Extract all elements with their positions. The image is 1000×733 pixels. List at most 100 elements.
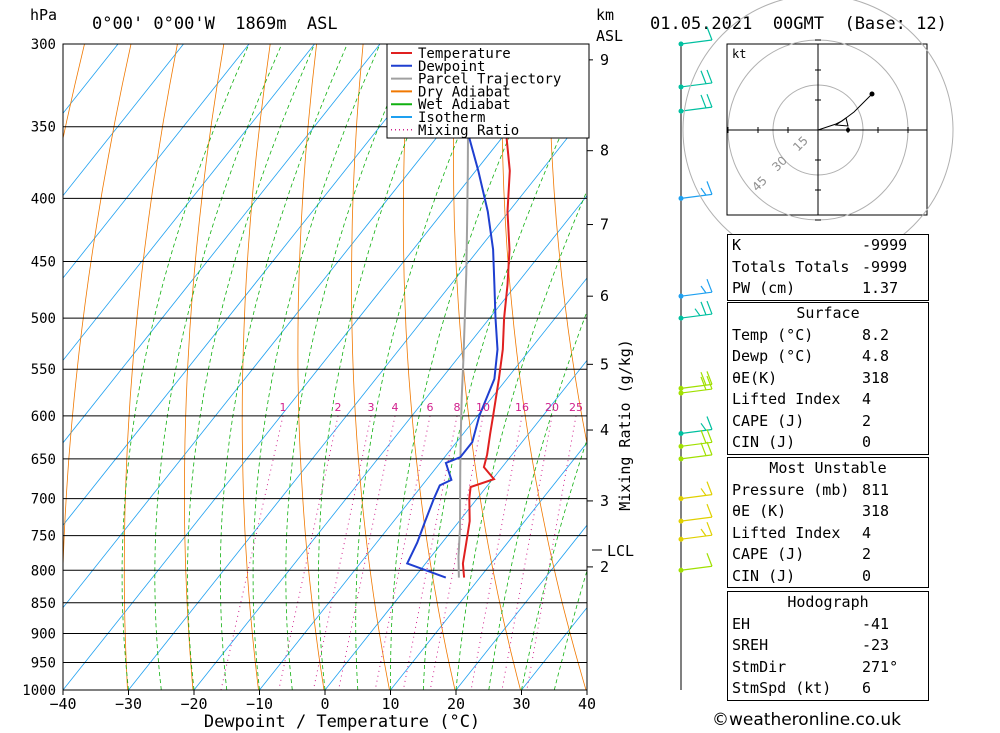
most-unstable-value: 2: [862, 545, 872, 563]
surface-row: Temp (°C) 8.2: [728, 325, 928, 347]
mixing-ratio-line: [220, 415, 284, 690]
credit-text: ©weatheronline.co.uk: [712, 710, 902, 730]
mixing-ratio-line: [278, 415, 339, 690]
mixing-ratio-line: [470, 415, 523, 690]
wind-barb-feather: [706, 375, 713, 390]
km-tick-label: 5: [600, 355, 609, 373]
wind-barb-feather: [700, 488, 707, 496]
km-tick-label: 7: [600, 216, 609, 234]
pressure-tick-label: 650: [31, 452, 56, 468]
pressure-tick-label: 850: [31, 596, 56, 612]
temp-tick-label: 10: [381, 695, 399, 713]
wet-adiabat-line: [318, 44, 446, 690]
mixing-ratio-line: [501, 415, 553, 690]
hodograph-param-row: SREH -23: [728, 635, 928, 657]
hodograph-param-label: StmDir: [732, 657, 787, 676]
isotherm-line: [193, 194, 587, 690]
temperature-series: [461, 44, 511, 578]
mixing-ratio-label: 10: [476, 401, 490, 414]
legend-label: Parcel Trajectory: [418, 72, 561, 88]
surface-value: 4.8: [862, 347, 890, 365]
temperature-axis: −40 −30 −20 −10 0 10 20 30 40: [49, 690, 596, 713]
wind-staff: [680, 383, 713, 389]
index-value: -9999: [862, 257, 908, 276]
surface-row: Dewp (°C) 4.8: [728, 346, 928, 368]
wind-barb-feather: [706, 416, 713, 430]
wind-barb-feather: [706, 441, 713, 456]
x-axis-label: Dewpoint / Temperature (°C): [204, 712, 480, 732]
pressure-tick-label: 900: [31, 626, 56, 642]
temp-tick-label: −30: [115, 695, 142, 713]
km-tick-label: 6: [600, 287, 609, 305]
index-value: 1.37: [862, 279, 899, 297]
wind-staff: [680, 291, 713, 297]
index-label: Totals Totals: [732, 257, 850, 276]
index-label: K: [732, 236, 742, 254]
legend-label: Isotherm: [418, 110, 485, 126]
wind-barb-feather: [700, 94, 707, 109]
wind-barb: [678, 553, 713, 573]
pressure-tick-label: 1000: [22, 683, 56, 699]
mixing-ratio-label: 25: [569, 401, 583, 414]
isotherm-line: [63, 44, 119, 114]
pressure-tick-label: 700: [31, 492, 56, 508]
wind-barb-feather: [700, 442, 707, 456]
profiles: [405, 44, 511, 579]
hodograph-param-value: -41: [862, 614, 890, 633]
mixing-ratio-line: [312, 415, 372, 690]
wind-barb-feather: [706, 429, 713, 443]
km-tick-label: 4: [600, 421, 609, 439]
surface-value: 8.2: [862, 325, 890, 344]
hodograph-end-dot: [869, 91, 875, 97]
most-unstable-value: 4: [862, 523, 872, 542]
isotherm-line: [63, 44, 446, 526]
surface-label: CAPE (J): [732, 411, 805, 430]
most-unstable-row: θE (K) 318: [728, 501, 928, 523]
most-unstable-label: Lifted Index: [732, 523, 841, 542]
wind-barb: [678, 26, 713, 47]
legend-label: Dewpoint: [418, 59, 485, 75]
wet-adiabat-line: [187, 44, 315, 690]
mixing-ratio-labels: 1 2 3 4 6 8 10 16 20 25: [280, 401, 584, 414]
parcel-trajectory-series: [457, 44, 470, 578]
wind-barb-feather: [706, 371, 713, 385]
hodograph-param-label: SREH: [732, 636, 769, 654]
wind-barb: [678, 181, 713, 201]
legend-label: Mixing Ratio: [418, 123, 519, 139]
wind-barb-feather: [706, 93, 713, 108]
wind-barb-feather: [706, 300, 713, 315]
hodograph-units: kt: [732, 47, 746, 61]
index-value: -9999: [862, 236, 908, 254]
wind-staff: [680, 106, 713, 112]
wind-barb-feather: [706, 181, 713, 195]
wet-adiabat-line: [422, 76, 587, 690]
most-unstable-value: 811: [862, 480, 890, 499]
surface-value: 0: [862, 433, 872, 451]
surface-row: CIN (J) 0: [728, 432, 928, 454]
most-unstable-row: Lifted Index 4: [728, 523, 928, 545]
hodograph-param-row: EH -41: [728, 614, 928, 636]
wind-barb-feather: [706, 553, 713, 567]
surface-row: Lifted Index 4: [728, 389, 928, 411]
wind-barb-feather: [706, 521, 713, 536]
indices-table: K -9999 Totals Totals -9999 PW (cm) 1.37: [727, 234, 929, 301]
wind-barb-feather: [700, 371, 707, 386]
mixing-ratio-label: 8: [454, 401, 461, 414]
wind-staff: [680, 39, 713, 45]
mixing-ratio-line: [338, 415, 396, 690]
temp-tick-label: −40: [49, 695, 76, 713]
hpa-label: hPa: [30, 6, 57, 24]
pressure-tick-label: 600: [31, 409, 56, 425]
pressure-tick-label: 750: [31, 529, 56, 545]
wind-barb-feather: [700, 422, 707, 431]
dry-adiabat-line: [351, 44, 390, 690]
index-row: K -9999: [728, 235, 928, 257]
isotherm-line: [390, 442, 587, 690]
wind-barb: [678, 521, 713, 542]
wet-adiabat-line: [219, 44, 348, 690]
surface-label: θE(K): [732, 368, 778, 387]
legend-label: Dry Adiabat: [418, 84, 511, 100]
surface-label: CIN (J): [732, 433, 796, 451]
wind-barb-feather: [700, 70, 707, 84]
dry-adiabat-line: [123, 44, 178, 690]
